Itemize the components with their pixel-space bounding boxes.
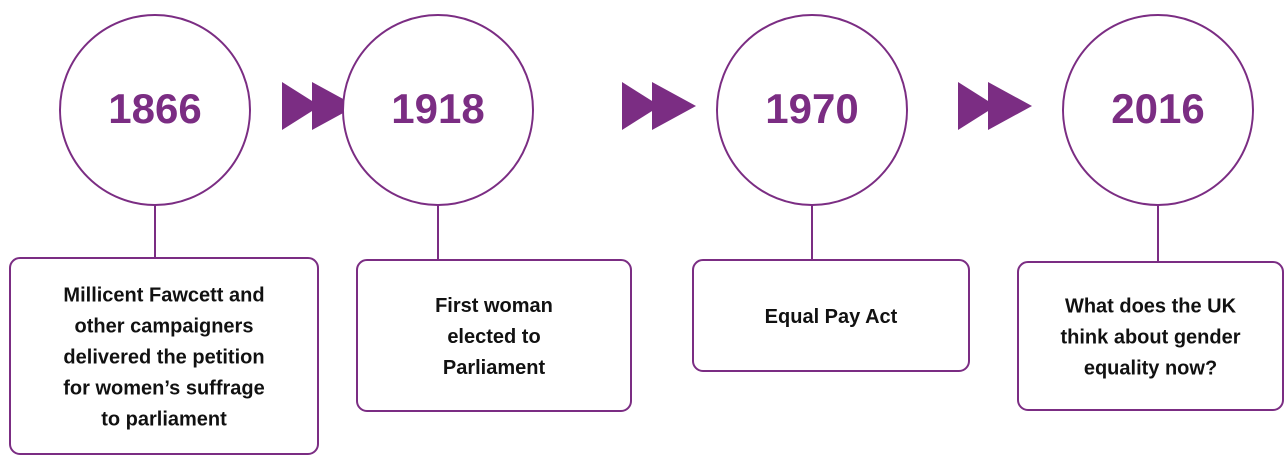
description-line: other campaigners [75, 315, 254, 337]
description-line: Millicent Fawcett and [63, 284, 264, 306]
description-line: What does the UK [1065, 295, 1237, 317]
year-label: 2016 [1111, 85, 1204, 132]
description-box [1017, 261, 1284, 411]
description-line: delivered the petition [63, 346, 264, 368]
description-line: First woman [435, 295, 553, 317]
arrow [958, 82, 996, 130]
description-line: equality now? [1084, 357, 1217, 379]
arrow [652, 82, 696, 130]
arrow [282, 82, 320, 130]
description-line: think about gender [1061, 326, 1241, 348]
year-label: 1970 [765, 85, 858, 132]
year-label: 1866 [108, 85, 201, 132]
description-line: Parliament [443, 357, 546, 379]
description-line: to parliament [101, 408, 227, 430]
description-box [692, 259, 970, 372]
description-line: Equal Pay Act [765, 306, 898, 328]
arrow [622, 82, 660, 130]
description-line: elected to [447, 326, 540, 348]
description-line: for women’s suffrage [63, 377, 265, 399]
description-box [9, 257, 319, 455]
arrow [312, 82, 356, 130]
arrow [988, 82, 1032, 130]
year-label: 1918 [391, 85, 484, 132]
description-box [356, 259, 632, 412]
